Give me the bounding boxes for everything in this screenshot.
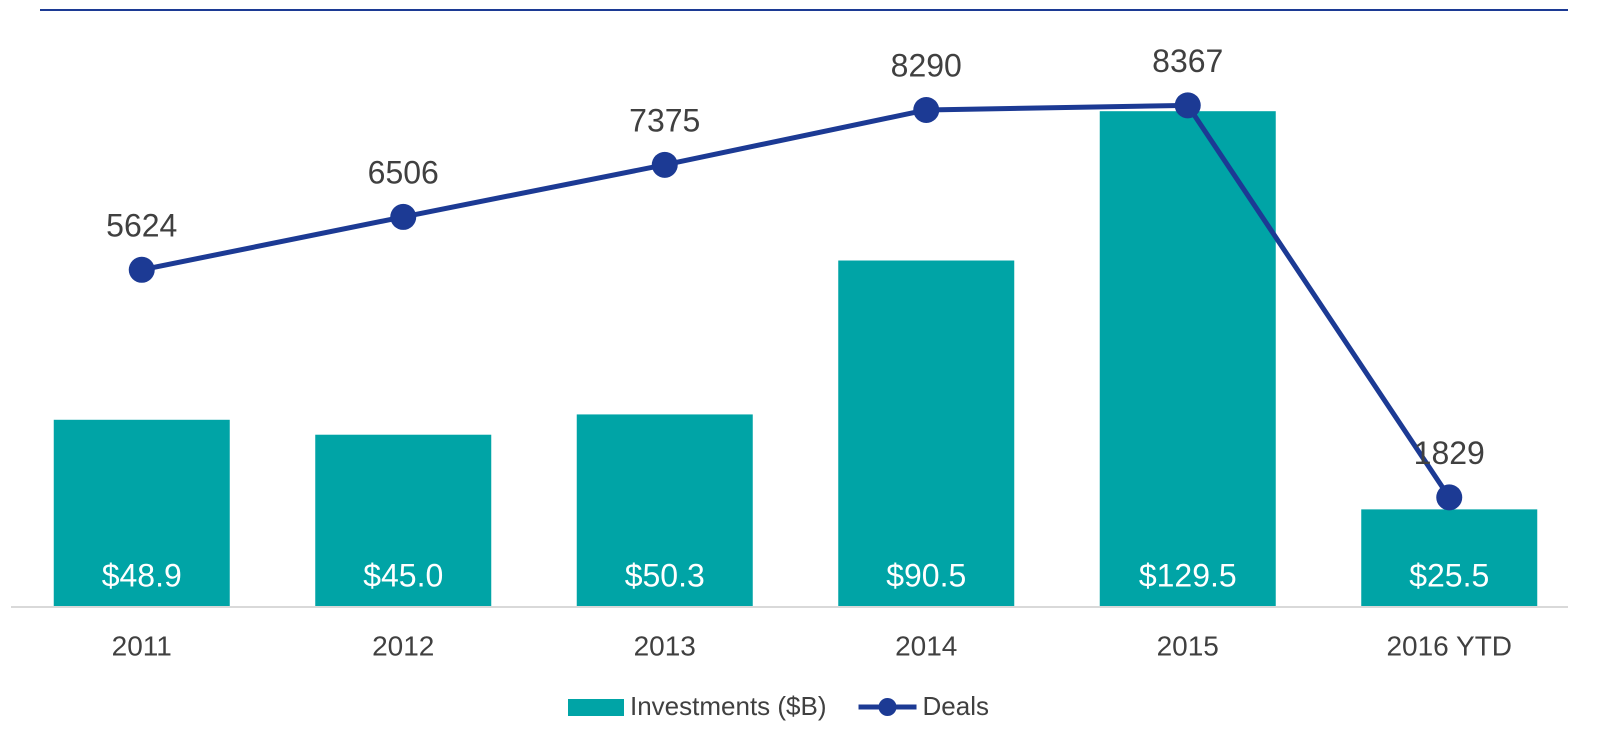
x-tick-label: 2012 xyxy=(372,630,434,661)
line-marker xyxy=(651,151,678,178)
x-tick-label: 2013 xyxy=(634,630,696,661)
x-tick-label: 2016 YTD xyxy=(1386,630,1512,661)
line-value-label: 7375 xyxy=(629,102,700,138)
line-marker xyxy=(1436,484,1463,511)
line-value-label: 8290 xyxy=(891,47,962,83)
bar-value-label: $90.5 xyxy=(886,557,966,593)
line xyxy=(141,102,1452,499)
line-marker xyxy=(390,203,417,230)
legend-swatch xyxy=(568,699,624,716)
bar-value-label: $25.5 xyxy=(1409,557,1489,593)
x-tick-label: 2014 xyxy=(895,630,957,661)
line-marker xyxy=(128,256,155,283)
line-value-label: 5624 xyxy=(106,207,177,243)
legend-swatch-marker xyxy=(878,698,897,716)
bar xyxy=(576,414,753,607)
legend-label: Investments ($B) xyxy=(630,691,827,721)
bar xyxy=(838,260,1015,607)
bar-value-label: $45.0 xyxy=(363,557,443,593)
line-marker xyxy=(913,96,940,123)
legend-label: Deals xyxy=(923,691,989,721)
bar xyxy=(315,434,492,607)
line-value-label: 6506 xyxy=(368,154,439,190)
line-value-label: 1829 xyxy=(1414,435,1485,471)
line-marker xyxy=(1174,92,1201,119)
bar xyxy=(53,419,230,607)
x-tick-label: 2011 xyxy=(112,630,172,661)
bar-value-label: $48.9 xyxy=(102,557,182,593)
bar xyxy=(1099,111,1276,607)
line-value-label: 8367 xyxy=(1152,43,1223,79)
x-tick-label: 2015 xyxy=(1157,630,1219,661)
bar-value-label: $50.3 xyxy=(625,557,705,593)
bar-value-label: $129.5 xyxy=(1139,557,1237,593)
bar xyxy=(1361,509,1538,607)
